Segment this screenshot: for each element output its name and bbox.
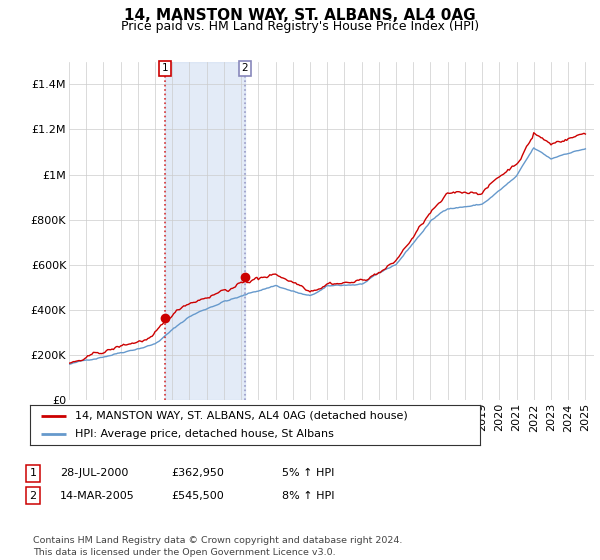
Text: £545,500: £545,500 (171, 491, 224, 501)
Text: 2: 2 (241, 63, 248, 73)
Text: 14-MAR-2005: 14-MAR-2005 (60, 491, 135, 501)
Bar (165, 62, 245, 400)
Text: 8% ↑ HPI: 8% ↑ HPI (282, 491, 335, 501)
Text: 1: 1 (29, 468, 37, 478)
Text: Contains HM Land Registry data © Crown copyright and database right 2024.
This d: Contains HM Land Registry data © Crown c… (33, 536, 403, 557)
Text: 1: 1 (162, 63, 169, 73)
Text: 28-JUL-2000: 28-JUL-2000 (60, 468, 128, 478)
Text: 5% ↑ HPI: 5% ↑ HPI (282, 468, 334, 478)
Text: Price paid vs. HM Land Registry's House Price Index (HPI): Price paid vs. HM Land Registry's House … (121, 20, 479, 32)
Text: 14, MANSTON WAY, ST. ALBANS, AL4 0AG: 14, MANSTON WAY, ST. ALBANS, AL4 0AG (124, 8, 476, 24)
Text: 2: 2 (29, 491, 37, 501)
Text: HPI: Average price, detached house, St Albans: HPI: Average price, detached house, St A… (75, 430, 334, 439)
Text: £362,950: £362,950 (171, 468, 224, 478)
Text: 14, MANSTON WAY, ST. ALBANS, AL4 0AG (detached house): 14, MANSTON WAY, ST. ALBANS, AL4 0AG (de… (75, 411, 408, 421)
